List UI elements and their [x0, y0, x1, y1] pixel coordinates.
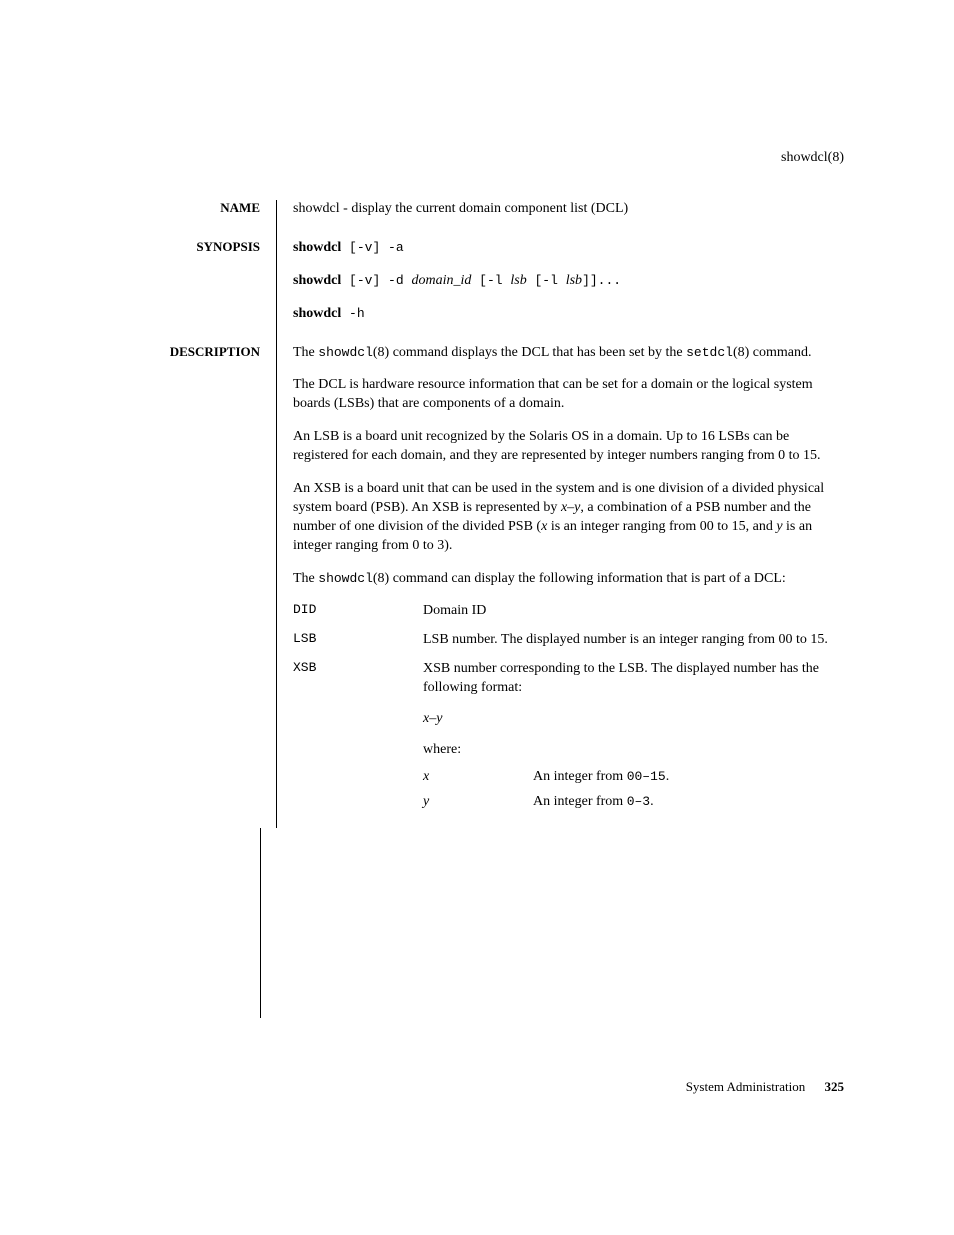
- subdef-term: x: [423, 768, 533, 793]
- def-desc: Domain ID: [423, 602, 844, 631]
- text: The: [293, 571, 318, 586]
- footer-text: System Administration: [686, 1079, 806, 1094]
- text: (8) command can display the following in…: [373, 571, 786, 586]
- cmd-opts: -h: [341, 306, 364, 321]
- text: (8) command.: [733, 345, 812, 360]
- section-synopsis: SYNOPSIS showdcl [-v] -a showdcl [-v] -d…: [140, 239, 844, 344]
- section-label: NAME: [140, 200, 276, 216]
- xsb-subdefs: x An integer from 00–15. y An integer fr…: [423, 768, 669, 818]
- var: x–y: [561, 500, 580, 515]
- def-desc: LSB number. The displayed number is an i…: [423, 631, 844, 660]
- desc-p3: An LSB is a board unit recognized by the…: [293, 428, 844, 466]
- text: An integer from: [533, 769, 627, 784]
- cmd-opts: [-v] -a: [341, 240, 403, 255]
- def-desc: XSB number corresponding to the LSB. The…: [423, 660, 844, 827]
- cmd-arg: domain_id: [411, 273, 471, 288]
- cmd-ref: setdcl: [686, 345, 733, 360]
- page-footer: System Administration 325: [686, 1079, 844, 1095]
- section-description: DESCRIPTION The showdcl(8) command displ…: [140, 344, 844, 828]
- cmd-name: showdcl: [293, 306, 341, 321]
- desc-p4: An XSB is a board unit that can be used …: [293, 480, 844, 556]
- text: (8) command displays the DCL that has be…: [373, 345, 686, 360]
- synopsis-line-2: showdcl [-v] -d domain_id [-l lsb [-l ls…: [293, 272, 844, 291]
- subdef-desc: An integer from 0–3.: [533, 793, 669, 818]
- desc-p2: The DCL is hardware resource information…: [293, 376, 844, 414]
- section-label: SYNOPSIS: [140, 239, 276, 255]
- def-row-did: DID Domain ID: [293, 602, 844, 631]
- cmd-ref: showdcl: [318, 571, 373, 586]
- subdef-term: y: [423, 793, 533, 818]
- def-row-xsb: XSB XSB number corresponding to the LSB.…: [293, 660, 844, 827]
- synopsis-line-1: showdcl [-v] -a: [293, 239, 844, 258]
- text: The: [293, 345, 318, 360]
- cmd-ref: showdcl: [318, 345, 373, 360]
- subdef-row-x: x An integer from 00–15.: [423, 768, 669, 793]
- range: 00–15: [627, 769, 666, 784]
- subdef-desc: An integer from 00–15.: [533, 768, 669, 793]
- section-tail: [260, 828, 844, 1018]
- synopsis-line-3: showdcl -h: [293, 305, 844, 324]
- cmd-opts: [-v] -d: [341, 273, 411, 288]
- text: An integer from: [533, 794, 627, 809]
- def-term: DID: [293, 602, 423, 631]
- cmd-opts: ]]...: [582, 273, 621, 288]
- xsb-desc-text: XSB number corresponding to the LSB. The…: [423, 660, 844, 698]
- cmd-name: showdcl: [293, 240, 341, 255]
- def-term: XSB: [293, 660, 423, 827]
- desc-p5: The showdcl(8) command can display the f…: [293, 570, 844, 589]
- cmd-name: showdcl: [293, 273, 341, 288]
- xsb-where: where:: [423, 741, 844, 760]
- text: is an integer ranging from 00 to 15, and: [547, 519, 776, 534]
- page-number: 325: [825, 1079, 845, 1094]
- subdef-row-y: y An integer from 0–3.: [423, 793, 669, 818]
- text: .: [650, 794, 654, 809]
- man-body: NAME showdcl - display the current domai…: [140, 200, 844, 1018]
- name-text: showdcl - display the current domain com…: [293, 200, 844, 219]
- cmd-opts: [-l: [527, 273, 566, 288]
- cmd-arg: lsb: [566, 273, 582, 288]
- range: 0–3: [627, 794, 650, 809]
- cmd-arg: lsb: [510, 273, 526, 288]
- def-term: LSB: [293, 631, 423, 660]
- desc-p1: The showdcl(8) command displays the DCL …: [293, 344, 844, 363]
- text: .: [666, 769, 670, 784]
- xsb-format: x–y: [423, 710, 844, 729]
- section-name: NAME showdcl - display the current domai…: [140, 200, 844, 239]
- definition-list: DID Domain ID LSB LSB number. The displa…: [293, 602, 844, 827]
- cmd-opts: [-l: [471, 273, 510, 288]
- def-row-lsb: LSB LSB number. The displayed number is …: [293, 631, 844, 660]
- section-label: DESCRIPTION: [140, 344, 276, 360]
- man-header: showdcl(8): [781, 150, 844, 166]
